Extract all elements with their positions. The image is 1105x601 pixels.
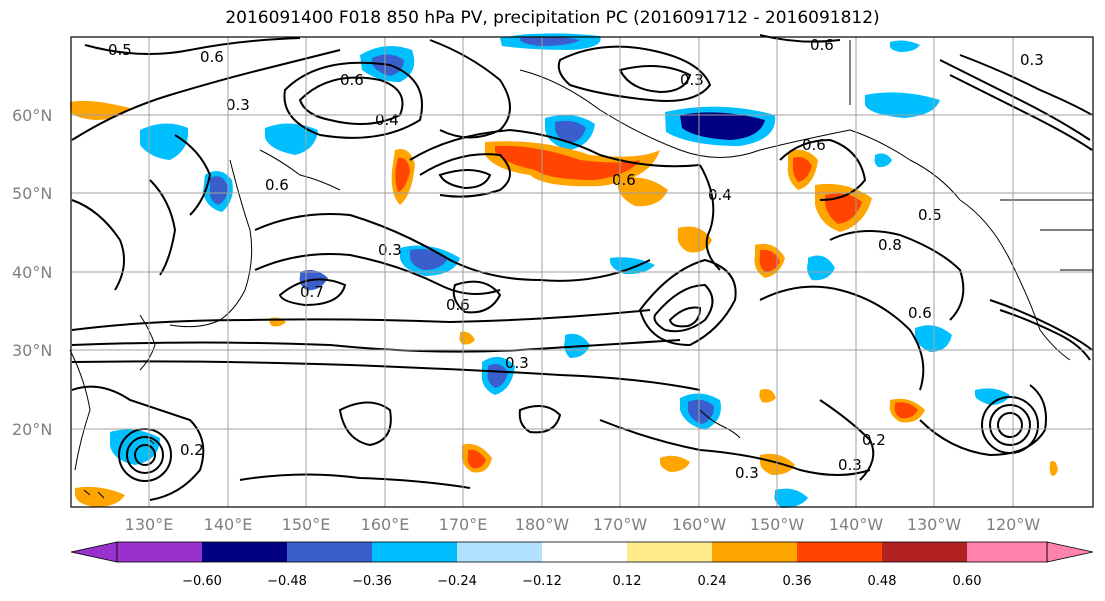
colorbar-segment bbox=[457, 542, 542, 562]
contour-label: 0.2 bbox=[862, 431, 886, 449]
colorbar-tick-label: −0.36 bbox=[352, 574, 392, 589]
colorbar-tick-label: −0.48 bbox=[267, 574, 307, 589]
colorbar-segment bbox=[882, 542, 967, 562]
colorbar-tick-label: −0.60 bbox=[182, 574, 222, 589]
contour-label: 0.6 bbox=[810, 36, 834, 54]
pv-contours bbox=[71, 34, 1093, 501]
colorbar-tick-label: 0.48 bbox=[868, 574, 897, 589]
contour-label: 0.3 bbox=[735, 464, 759, 482]
colorbar-tick-label: 0.60 bbox=[953, 574, 982, 589]
contour-label: 0.5 bbox=[108, 41, 132, 59]
contour-label: 0.3 bbox=[505, 354, 529, 372]
lon-label: 170°E bbox=[439, 515, 488, 534]
lat-label: 30°N bbox=[12, 341, 52, 360]
map-frame bbox=[70, 36, 1094, 508]
colorbar-segment bbox=[542, 542, 627, 562]
contour-label: 0.3 bbox=[1020, 51, 1044, 69]
contour-label: 0.6 bbox=[265, 176, 289, 194]
contour-label: 0.3 bbox=[680, 71, 704, 89]
contour-label: 0.6 bbox=[340, 71, 364, 89]
colorbar-tick-label: −0.12 bbox=[522, 574, 562, 589]
contour-label: 0.3 bbox=[378, 241, 402, 259]
contour-label: 0.6 bbox=[612, 171, 636, 189]
colorbar-segment bbox=[287, 542, 372, 562]
map-title: 2016091400 F018 850 hPa PV, precipitatio… bbox=[225, 8, 880, 28]
coastlines bbox=[69, 40, 1093, 499]
precipitation-shading bbox=[70, 33, 1058, 508]
colorbar-tick-label: 0.36 bbox=[783, 574, 812, 589]
lon-label: 150°W bbox=[750, 515, 805, 534]
colorbar-segment bbox=[202, 542, 287, 562]
colorbar-segment bbox=[627, 542, 712, 562]
contour-label: 0.4 bbox=[708, 186, 732, 204]
contour-label: 0.7 bbox=[300, 283, 324, 301]
contour-label: 0.6 bbox=[200, 48, 224, 66]
colorbar-segment bbox=[967, 542, 1047, 562]
gridlines bbox=[71, 37, 1093, 507]
lat-label: 60°N bbox=[12, 106, 52, 125]
pv-contour-labels: 0.5 0.6 0.3 0.6 0.4 0.6 0.3 0.3 0.6 0.7 … bbox=[108, 36, 1044, 482]
lon-label: 130°E bbox=[125, 515, 174, 534]
contour-label: 0.6 bbox=[446, 296, 470, 314]
colorbar-extend-low bbox=[70, 541, 118, 563]
latitude-labels: 60°N 50°N 40°N 30°N 20°N bbox=[12, 106, 52, 439]
colorbar-segment bbox=[117, 542, 202, 562]
contour-label: 0.8 bbox=[878, 236, 902, 254]
colorbar: −0.60 −0.48 −0.36 −0.24 −0.12 0.12 0.24 … bbox=[70, 541, 1094, 589]
lon-label: 160°E bbox=[361, 515, 410, 534]
colorbar-segment bbox=[372, 542, 457, 562]
lon-label: 140°E bbox=[204, 515, 253, 534]
colorbar-tick-label: 0.24 bbox=[698, 574, 727, 589]
colorbar-extend-high bbox=[1046, 541, 1094, 563]
lon-label: 180°W bbox=[515, 515, 570, 534]
colorbar-tick-label: 0.12 bbox=[613, 574, 642, 589]
contour-label: 0.3 bbox=[226, 96, 250, 114]
contour-label: 0.3 bbox=[838, 456, 862, 474]
contour-label: 0.4 bbox=[375, 111, 399, 129]
lat-label: 20°N bbox=[12, 420, 52, 439]
contour-label: 0.6 bbox=[802, 136, 826, 154]
colorbar-segment bbox=[797, 542, 882, 562]
lon-label: 160°W bbox=[672, 515, 727, 534]
contour-label: 0.6 bbox=[908, 304, 932, 322]
colorbar-segment bbox=[712, 542, 797, 562]
contour-label: 0.5 bbox=[918, 206, 942, 224]
lat-label: 50°N bbox=[12, 184, 52, 203]
lon-label: 120°W bbox=[986, 515, 1041, 534]
lon-label: 140°W bbox=[829, 515, 884, 534]
lon-label: 170°W bbox=[593, 515, 648, 534]
longitude-labels: 130°E 140°E 150°E 160°E 170°E 180°W 170°… bbox=[125, 515, 1041, 534]
lon-label: 130°W bbox=[907, 515, 962, 534]
lat-label: 40°N bbox=[12, 263, 52, 282]
contour-label: 0.2 bbox=[180, 441, 204, 459]
lon-label: 150°E bbox=[282, 515, 331, 534]
colorbar-tick-label: −0.24 bbox=[437, 574, 477, 589]
